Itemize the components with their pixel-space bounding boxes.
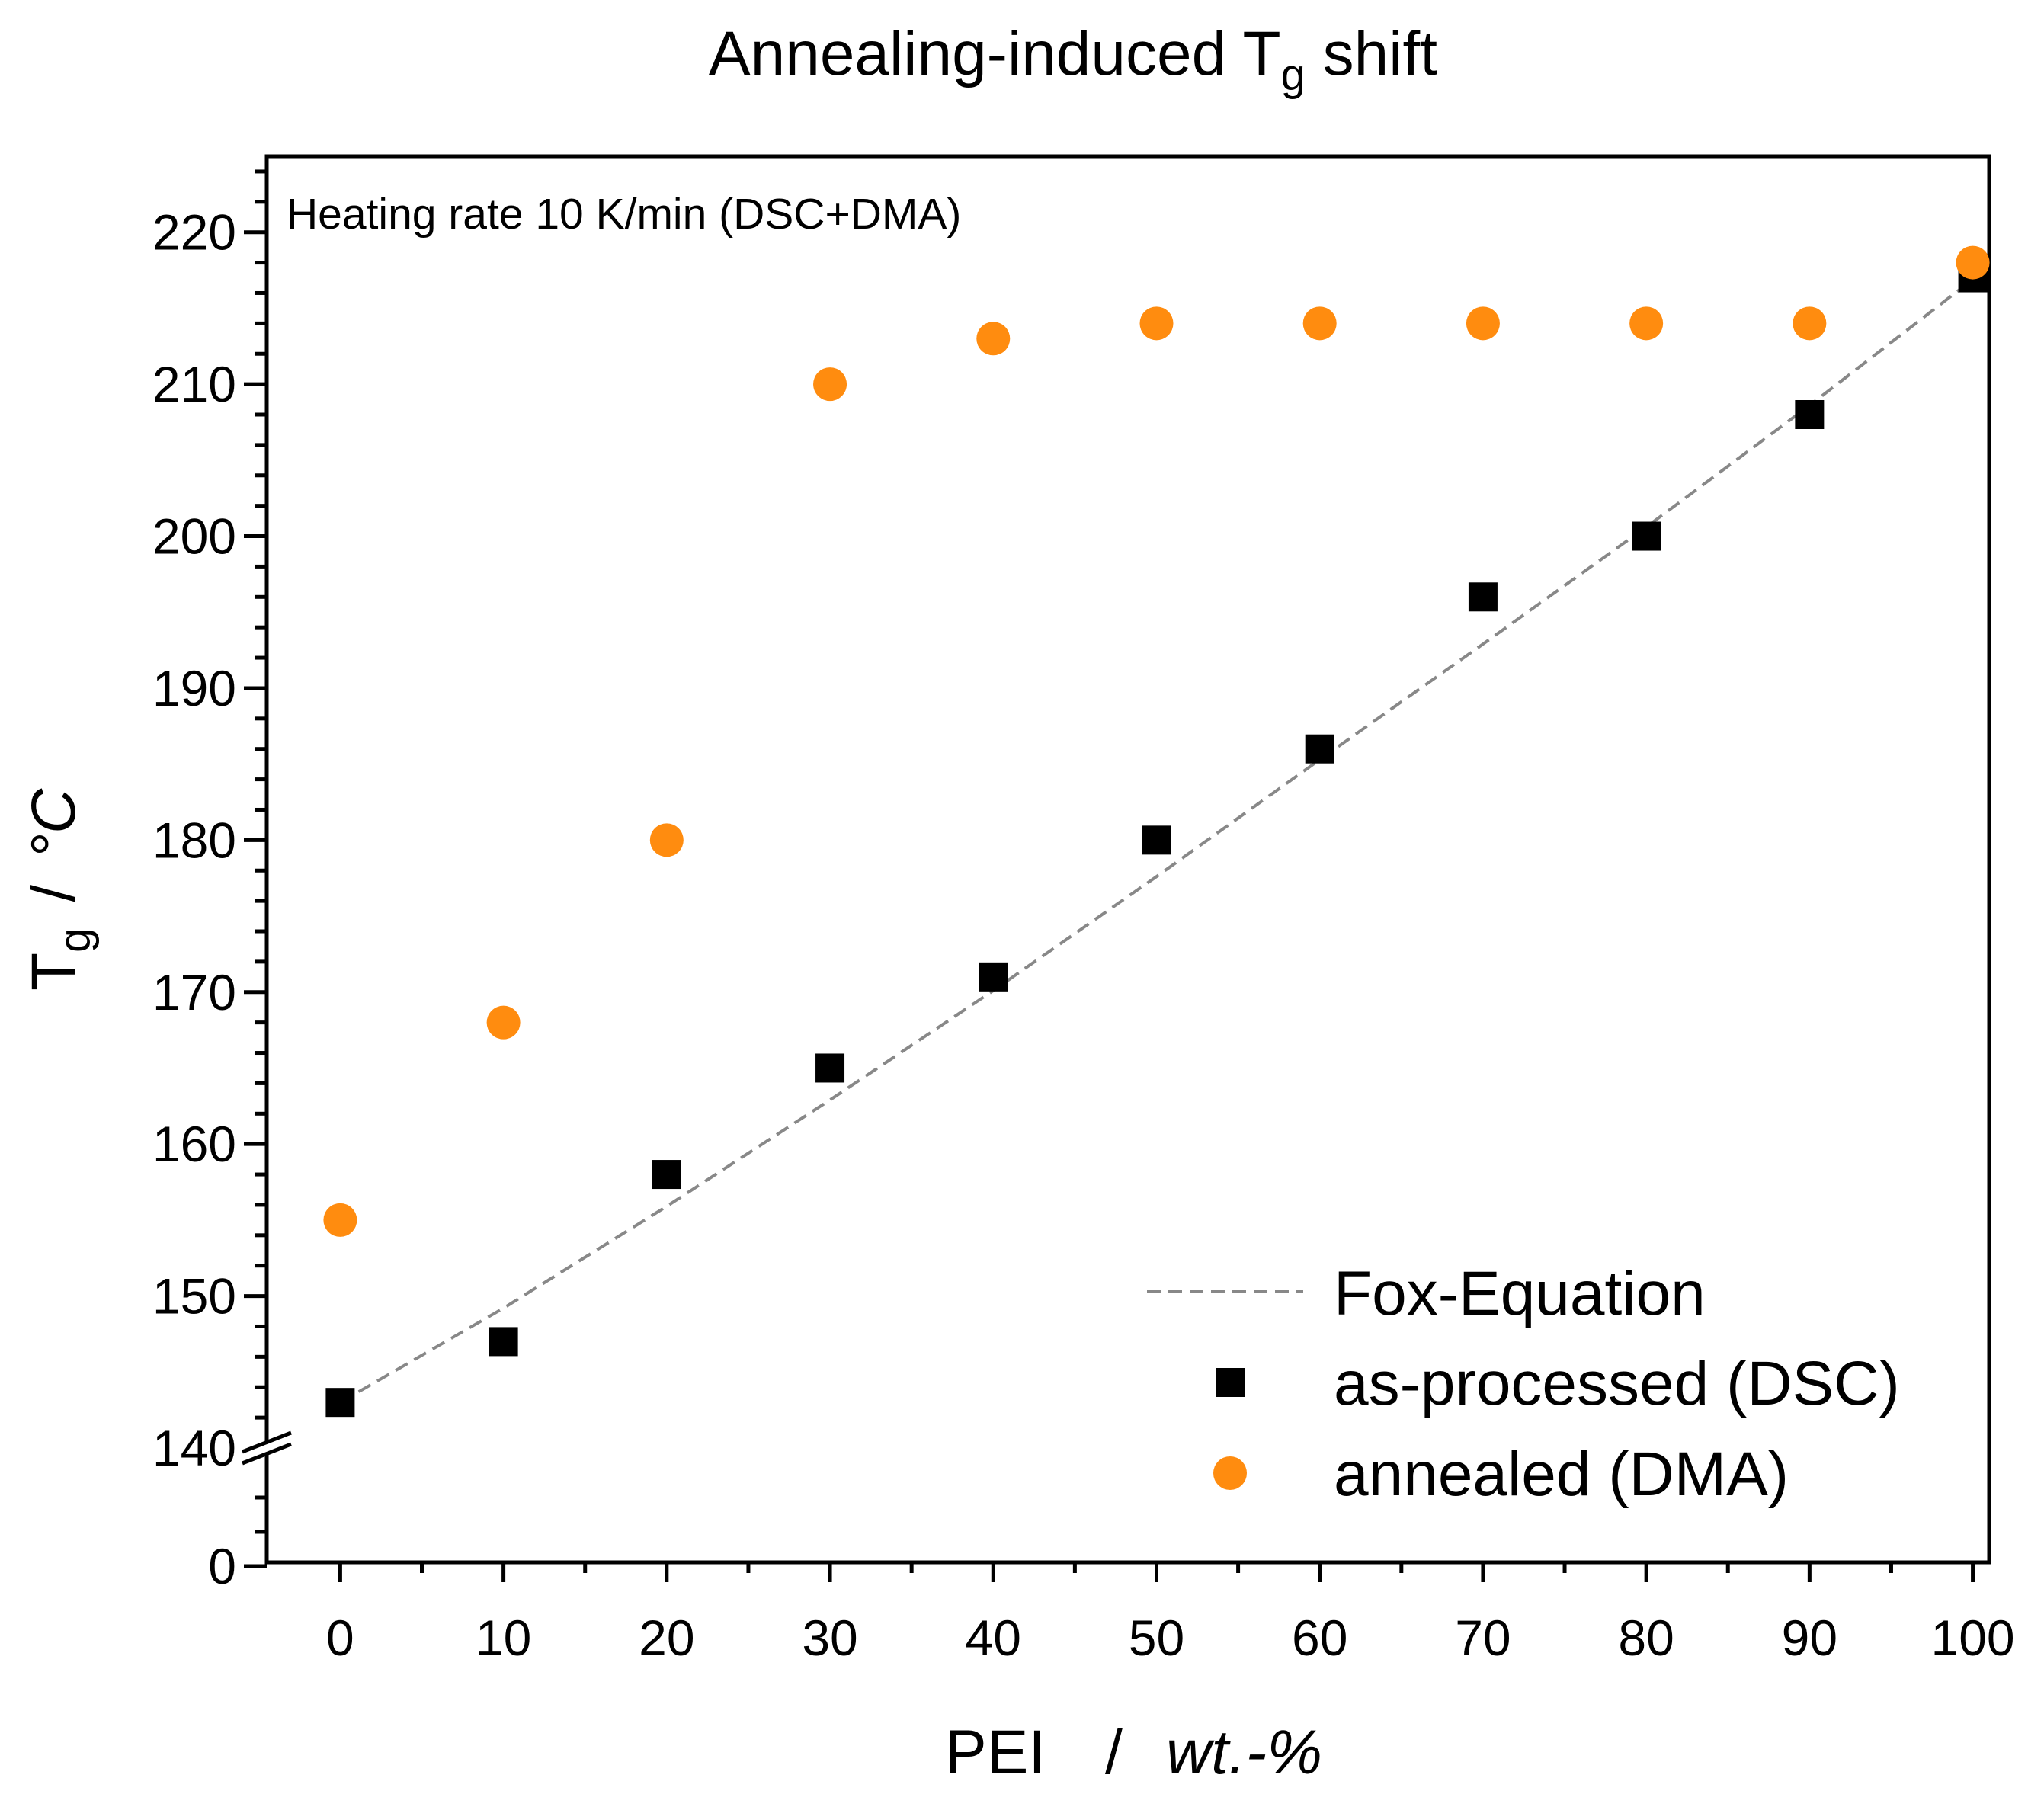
dsc-point-30 <box>815 1053 845 1083</box>
dsc-point-0 <box>325 1388 355 1418</box>
dma-point-20 <box>649 823 684 857</box>
y-axis-title: Tg/°C <box>19 788 100 991</box>
dma-point-40 <box>976 322 1011 356</box>
dsc-point-70 <box>1468 582 1498 612</box>
x-axis-title: PEI / wt.-% <box>945 1718 1322 1787</box>
dma-point-100 <box>1956 245 1990 280</box>
dsc-point-80 <box>1632 521 1661 551</box>
y-tick-label-210: 210 <box>152 356 236 412</box>
legend-fox-label: Fox-Equation <box>1334 1259 1706 1328</box>
y-tick-label-170: 170 <box>152 964 236 1020</box>
y-tick-label-220: 220 <box>152 204 236 261</box>
legend-dsc-label: as-processed (DSC) <box>1334 1349 1900 1418</box>
chart-title: Annealing-induced Tg shift <box>709 19 1437 100</box>
y-tick-label-160: 160 <box>152 1116 236 1172</box>
axis-break-slash-upper <box>242 1430 292 1454</box>
legend-dma-marker <box>1213 1456 1247 1490</box>
dma-point-70 <box>1466 306 1500 341</box>
x-tick-label-30: 30 <box>802 1610 857 1666</box>
y-tick-label-140: 140 <box>152 1420 236 1476</box>
x-tick-label-100: 100 <box>1931 1610 2015 1666</box>
x-tick-label-80: 80 <box>1618 1610 1674 1666</box>
legend-dma-label: annealed (DMA) <box>1334 1440 1789 1509</box>
y-tick-label-190: 190 <box>152 660 236 716</box>
tick-labels: 0 10 20 30 40 50 60 70 80 90 100 140 150 160 170 180 190… <box>152 204 2015 1666</box>
x-tick-label-50: 50 <box>1129 1610 1184 1666</box>
dma-point-0 <box>323 1203 357 1237</box>
dsc-point-10 <box>489 1327 518 1357</box>
x-tick-label-90: 90 <box>1782 1610 1837 1666</box>
dsc-point-60 <box>1305 734 1334 764</box>
dsc-point-20 <box>652 1160 681 1190</box>
chart-title-subscript: g <box>1281 50 1306 100</box>
dma-point-10 <box>486 1005 521 1040</box>
fox-equation-line <box>339 277 1974 1404</box>
axis-break-marks <box>242 1430 292 1466</box>
y-axis-title-subscript: g <box>50 928 100 953</box>
x-tick-label-20: 20 <box>639 1610 694 1666</box>
axis-break-slash-lower <box>242 1442 292 1466</box>
dma-point-60 <box>1302 306 1337 341</box>
x-tick-label-10: 10 <box>476 1610 531 1666</box>
series-as-processed-dsc <box>325 263 1988 1418</box>
y-tick-label-200: 200 <box>152 508 236 565</box>
x-tick-label-40: 40 <box>966 1610 1021 1666</box>
series-fox-equation <box>339 277 1974 1404</box>
y-tick-label-180: 180 <box>152 812 236 868</box>
x-tick-label-0: 0 <box>326 1610 354 1666</box>
x-tick-label-70: 70 <box>1455 1610 1511 1666</box>
legend-dsc-marker <box>1216 1368 1245 1397</box>
heating-rate-annotation: Heating rate 10 K/min (DSC+DMA) <box>287 190 961 239</box>
series-annealed-dma <box>323 245 1990 1237</box>
dsc-point-40 <box>979 962 1008 992</box>
dma-point-90 <box>1793 306 1827 341</box>
dsc-point-90 <box>1795 400 1825 429</box>
dma-point-50 <box>1139 306 1174 341</box>
legend: Fox-Equation as-processed (DSC) annealed… <box>1147 1259 1900 1509</box>
dma-point-30 <box>813 367 847 402</box>
y-tick-label-break-0: 0 <box>208 1538 236 1594</box>
plot-frame <box>264 154 1991 1565</box>
dsc-point-50 <box>1142 825 1171 855</box>
y-tick-label-150: 150 <box>152 1268 236 1325</box>
dma-point-80 <box>1629 306 1664 341</box>
x-tick-label-60: 60 <box>1292 1610 1347 1666</box>
